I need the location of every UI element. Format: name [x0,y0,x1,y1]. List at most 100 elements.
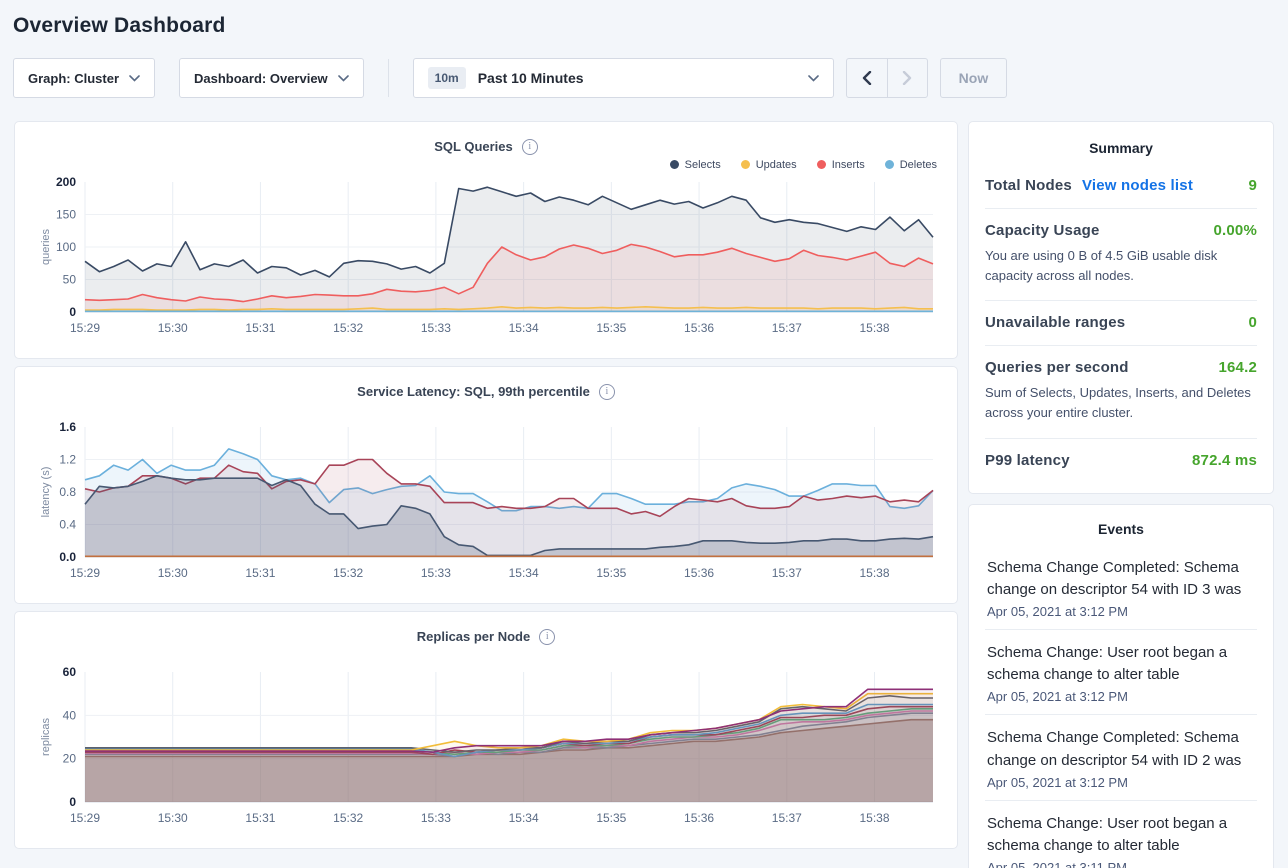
now-button[interactable]: Now [939,58,1008,98]
sql-queries-panel: SQL Queries i Selects Updates Inserts [14,121,958,359]
legend-label-updates: Updates [755,158,797,171]
event-timestamp: Apr 05, 2021 at 3:12 PM [987,774,1128,790]
chart-title-service-latency: Service Latency: SQL, 99th percentile [357,384,590,399]
info-icon[interactable]: i [598,383,615,400]
chevron-down-icon [129,74,140,82]
legend-item-inserts[interactable]: Inserts [816,157,865,172]
event-text: Schema Change Completed: Schema change o… [987,558,1242,598]
sql-queries-chart[interactable]: 15:29 15:30 15:31 15:32 15:33 15:34 15:35 15:36… [35,174,937,344]
info-icon[interactable]: i [539,628,556,645]
metric-capacity-usage: Capacity Usage 0.00% You are using 0 B o… [985,209,1257,302]
p99-latency-value: 872.4 ms [1192,451,1257,469]
svg-text:15:29: 15:29 [70,321,100,335]
metric-total-nodes: Total Nodes View nodes list 9 [985,164,1257,209]
prev-time-button[interactable] [847,59,887,97]
event-item[interactable]: Schema Change: User root began a schema … [985,801,1257,868]
event-timestamp: Apr 05, 2021 at 3:11 PM [987,860,1127,868]
svg-text:15:36: 15:36 [684,811,714,825]
event-text: Schema Change Completed: Schema change o… [987,729,1242,769]
event-timestamp: Apr 05, 2021 at 3:12 PM [987,689,1128,705]
replicas-per-node-panel: Replicas per Node i 15:29 15:30 15:31 15:32… [14,611,958,849]
controls-divider [387,59,389,97]
svg-text:replicas: replicas [40,718,52,756]
svg-text:15:29: 15:29 [70,811,100,825]
metric-queries-per-second: Queries per second 164.2 Sum of Selects,… [985,346,1257,439]
service-latency-panel: Service Latency: SQL, 99th percentile i … [14,366,958,604]
time-range-badge: 10m [427,67,466,89]
legend-dot-inserts [816,160,826,169]
dashboard-dropdown[interactable]: Dashboard: Overview [179,58,364,98]
svg-text:100: 100 [56,240,76,254]
svg-text:15:38: 15:38 [860,566,890,580]
unavailable-ranges-value: 0 [1248,314,1257,332]
dashboard-dropdown-label: Dashboard: Overview [194,70,328,86]
event-timestamp: Apr 05, 2021 at 3:12 PM [987,603,1128,619]
main-content: SQL Queries i Selects Updates Inserts [14,121,1274,868]
svg-text:15:30: 15:30 [158,321,188,335]
p99-latency-label: P99 latency [985,451,1070,469]
svg-text:40: 40 [63,708,77,722]
chevron-right-icon [902,71,912,85]
svg-text:15:29: 15:29 [70,566,100,580]
event-item[interactable]: Schema Change: User root began a schema … [985,630,1257,716]
metric-unavailable-ranges: Unavailable ranges 0 [985,301,1257,347]
qps-label: Queries per second [985,359,1129,377]
legend-dot-deletes [884,160,894,169]
total-nodes-label: Total Nodes [985,177,1072,194]
unavailable-ranges-label: Unavailable ranges [985,314,1126,332]
svg-text:15:30: 15:30 [158,566,188,580]
summary-title: Summary [1089,140,1153,156]
controls-bar: Graph: Cluster Dashboard: Overview 10m P… [13,58,1276,98]
svg-text:150: 150 [56,208,76,222]
events-title: Events [1098,520,1144,537]
svg-text:0.0: 0.0 [59,550,76,564]
graph-dropdown[interactable]: Graph: Cluster [13,58,156,98]
sidebar: Summary Total Nodes View nodes list 9 Ca… [968,121,1274,868]
service-latency-chart[interactable]: 15:29 15:30 15:31 15:32 15:33 15:34 15:35 15:36… [35,419,937,589]
svg-text:15:30: 15:30 [158,811,188,825]
total-nodes-value: 9 [1248,177,1257,194]
legend-label-selects: Selects [684,158,721,171]
svg-text:15:34: 15:34 [509,566,539,580]
chart-title-sql-queries: SQL Queries [434,139,513,154]
svg-text:1.2: 1.2 [59,453,76,467]
svg-text:15:34: 15:34 [509,811,539,825]
svg-text:15:34: 15:34 [509,321,539,335]
svg-text:0.4: 0.4 [59,518,76,532]
chevron-down-icon [807,74,819,82]
time-range-picker[interactable]: 10m Past 10 Minutes [412,58,834,98]
info-icon[interactable]: i [521,138,538,155]
event-text: Schema Change: User root began a schema … [987,643,1228,684]
legend-item-deletes[interactable]: Deletes [884,157,937,172]
summary-panel: Summary Total Nodes View nodes list 9 Ca… [968,121,1274,494]
svg-text:15:35: 15:35 [596,321,626,335]
svg-text:15:36: 15:36 [684,566,714,580]
legend-dot-updates [740,160,750,169]
svg-text:queries: queries [40,228,52,265]
svg-text:15:31: 15:31 [245,566,275,580]
svg-text:0.8: 0.8 [59,485,76,499]
legend-item-selects[interactable]: Selects [669,157,721,172]
svg-text:0: 0 [69,305,76,319]
metric-p99-latency: P99 latency 872.4 ms [985,439,1257,483]
legend-dot-selects [669,160,679,169]
svg-text:15:32: 15:32 [333,811,363,825]
svg-text:15:32: 15:32 [333,566,363,580]
time-pager [845,58,928,98]
svg-text:15:38: 15:38 [860,811,890,825]
event-item[interactable]: Schema Change Completed: Schema change o… [985,715,1257,801]
replicas-per-node-chart[interactable]: 15:29 15:30 15:31 15:32 15:33 15:34 15:35 15:36… [35,664,937,834]
chevron-left-icon [862,71,871,85]
qps-value: 164.2 [1218,359,1257,377]
legend-item-updates[interactable]: Updates [740,157,797,172]
chart-title-replicas: Replicas per Node [416,629,531,644]
svg-text:15:31: 15:31 [245,811,275,825]
svg-text:1.6: 1.6 [59,420,76,434]
svg-text:200: 200 [56,175,76,189]
view-nodes-list-link[interactable]: View nodes list [1081,177,1194,194]
svg-text:15:31: 15:31 [245,321,275,335]
event-item[interactable]: Schema Change Completed: Schema change o… [985,545,1257,630]
next-time-button[interactable] [886,59,927,97]
svg-text:15:33: 15:33 [421,321,451,335]
